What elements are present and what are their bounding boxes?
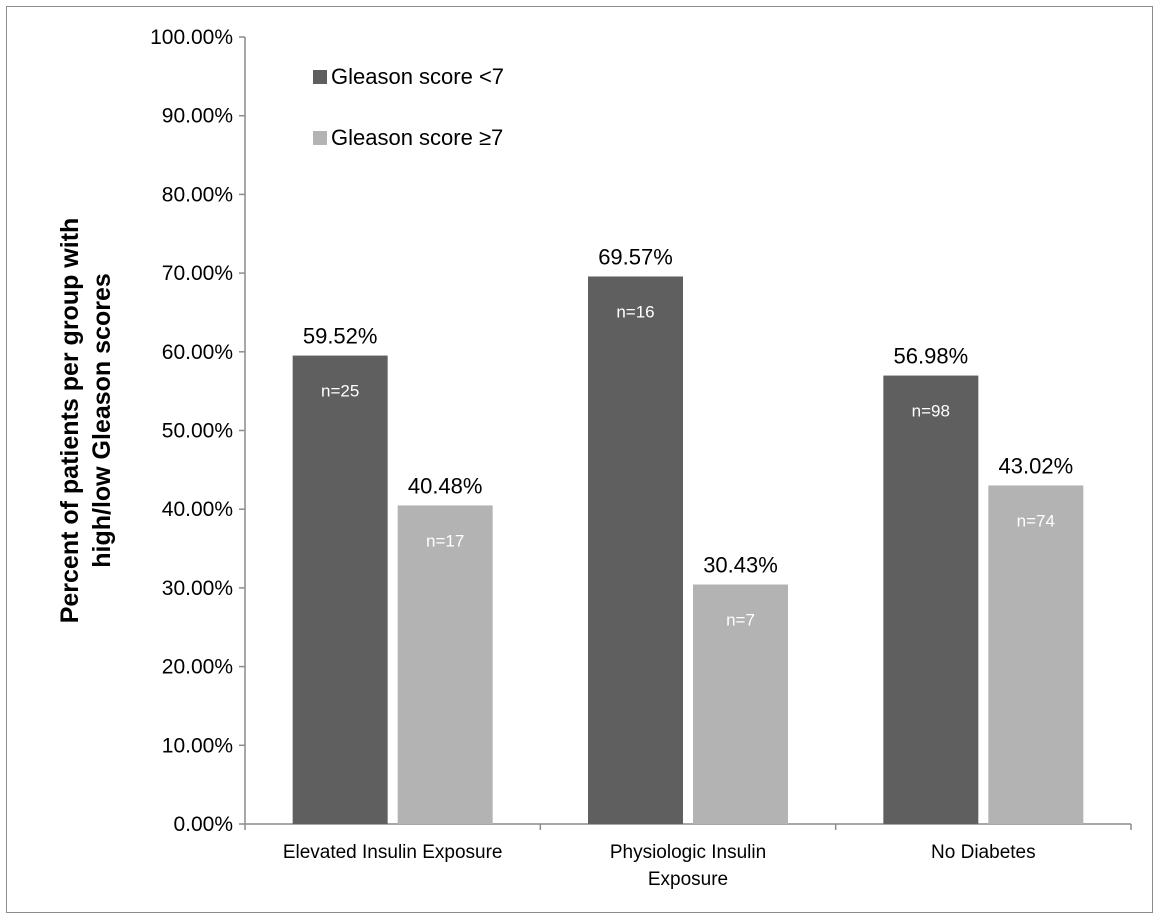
y-tick-label: 40.00%: [162, 498, 233, 521]
y-tick-label: 0.00%: [173, 813, 233, 836]
data-label: 30.43%: [703, 553, 778, 578]
y-tick-label: 100.00%: [150, 26, 233, 49]
legend-swatch: [313, 70, 327, 84]
data-label: 56.98%: [894, 344, 969, 369]
y-tick-label: 70.00%: [162, 262, 233, 285]
y-tick-label: 10.00%: [162, 734, 233, 757]
y-tick-label: 60.00%: [162, 341, 233, 364]
bar: [292, 355, 388, 824]
count-label: n=25: [321, 382, 359, 401]
y-axis-title: Percent of patients per group with: [56, 218, 84, 624]
y-tick-label: 80.00%: [162, 183, 233, 206]
count-label: n=16: [616, 302, 654, 321]
bar: [588, 276, 683, 824]
legend-label: Gleason score ≥7: [331, 125, 503, 150]
bar: [693, 584, 788, 824]
data-label: 40.48%: [408, 473, 483, 498]
count-label: n=74: [1017, 511, 1055, 530]
bar: [397, 505, 493, 824]
legend-label: Gleason score <7: [331, 64, 504, 89]
legend-swatch: [313, 131, 327, 145]
x-category-label: Elevated Insulin Exposure: [283, 842, 503, 863]
count-label: n=17: [426, 531, 464, 550]
y-axis-title: high/low Gleason scores: [88, 273, 116, 568]
x-category-label: No Diabetes: [931, 842, 1036, 863]
data-label: 59.52%: [303, 324, 378, 349]
count-label: n=7: [726, 611, 755, 630]
bar: [883, 375, 979, 824]
data-label: 43.02%: [999, 453, 1074, 478]
y-tick-label: 20.00%: [162, 656, 233, 679]
y-tick-label: 30.00%: [162, 577, 233, 600]
x-category-label: Physiologic Insulin: [610, 842, 766, 863]
count-label: n=98: [912, 402, 950, 421]
y-tick-label: 90.00%: [162, 105, 233, 128]
x-category-label: Exposure: [648, 869, 728, 890]
data-label: 69.57%: [598, 244, 673, 269]
y-tick-label: 50.00%: [162, 420, 233, 443]
bar: [988, 485, 1084, 824]
